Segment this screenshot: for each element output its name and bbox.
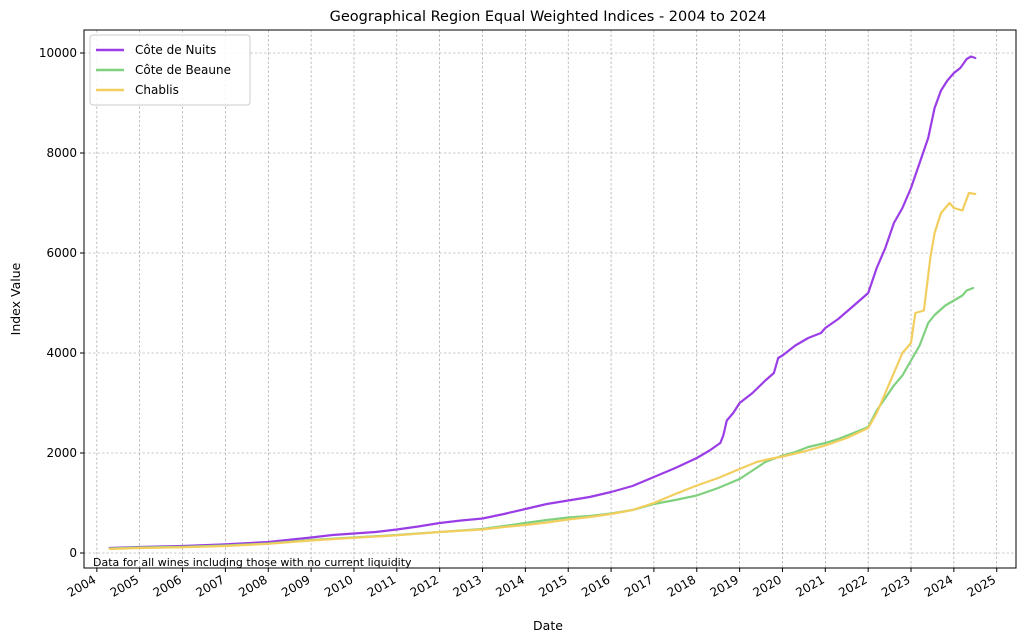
x-tick-label: 2013 — [451, 572, 484, 599]
y-tick-label: 10000 — [39, 46, 77, 60]
x-tick-label: 2010 — [322, 572, 355, 599]
legend-label: Côte de Nuits — [135, 43, 216, 57]
y-tick-label: 2000 — [46, 446, 77, 460]
x-tick-label: 2024 — [922, 572, 955, 599]
y-tick-label: 0 — [69, 546, 77, 560]
x-axis: 2004 2005 2006 2007 2008 2009 2010 2011 2012 2013… — [65, 568, 998, 600]
plot-frame — [83, 29, 1017, 569]
x-tick-label: 2006 — [151, 572, 184, 599]
x-tick-label: 2022 — [836, 572, 869, 599]
x-tick-label: 2025 — [965, 572, 998, 599]
x-axis-label: Date — [533, 618, 563, 633]
y-tick-label: 8000 — [46, 146, 77, 160]
x-tick-label: 2015 — [536, 572, 569, 599]
x-tick-label: 2011 — [365, 572, 398, 599]
x-tick-label: 2021 — [793, 572, 826, 599]
chart-title: Geographical Region Equal Weighted Indic… — [330, 9, 767, 25]
x-tick-label: 2017 — [622, 572, 655, 599]
x-tick-label: 2014 — [493, 572, 526, 599]
x-tick-label: 2019 — [708, 572, 741, 599]
legend: Côte de Nuits Côte de Beaune Chablis — [89, 34, 251, 106]
x-tick-label: 2016 — [579, 572, 612, 599]
series-layer — [108, 55, 977, 551]
x-tick-label: 2012 — [408, 572, 441, 599]
y-tick-label: 4000 — [46, 346, 77, 360]
legend-label: Chablis — [135, 83, 179, 97]
x-tick-label: 2023 — [879, 572, 912, 599]
x-tick-label: 2007 — [193, 572, 226, 599]
x-tick-label: 2020 — [751, 572, 784, 599]
grid-lines — [84, 30, 1016, 568]
legend-label: Côte de Beaune — [135, 63, 231, 77]
x-tick-label: 2005 — [108, 572, 141, 599]
series-line — [108, 191, 977, 551]
series-line — [108, 286, 975, 550]
y-tick-label: 6000 — [46, 246, 77, 260]
x-tick-label: 2018 — [665, 572, 698, 599]
x-tick-label: 2008 — [236, 572, 269, 599]
x-tick-label: 2009 — [279, 572, 312, 599]
x-tick-label: 2004 — [65, 572, 98, 599]
legend-box — [89, 34, 251, 106]
y-axis: 0 2000 4000 6000 8000 10000 — [39, 46, 84, 560]
liquidity-annotation: Data for all wines including those with … — [93, 556, 412, 569]
y-axis-label: Index Value — [8, 262, 23, 335]
series-line — [108, 55, 977, 550]
